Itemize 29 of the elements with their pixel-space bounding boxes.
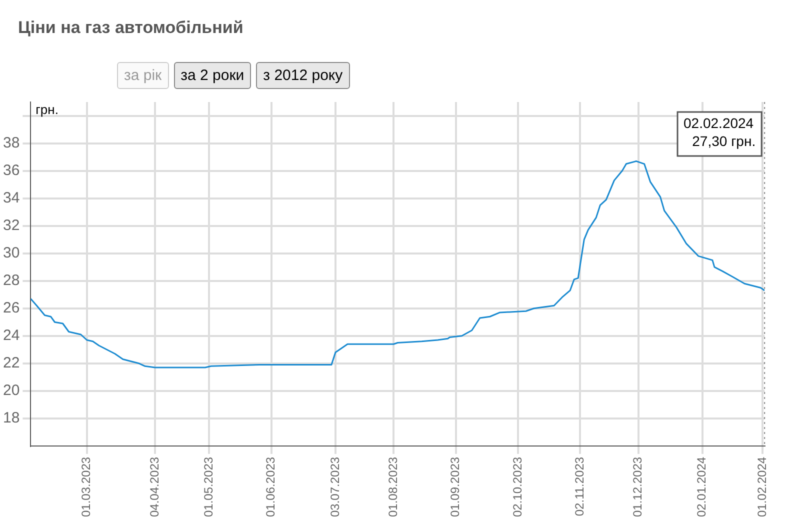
y-tick-label: 30	[2, 244, 20, 262]
y-tick-label: 24	[2, 327, 20, 344]
x-tick-label: 01.06.2023	[264, 456, 278, 518]
y-tick-label: 22	[2, 354, 20, 372]
y-tick-label: 20	[2, 382, 20, 400]
y-tick-label: 28	[2, 272, 20, 289]
x-tick-label: 01.08.2023	[386, 456, 400, 518]
y-tick-label: 32	[2, 216, 20, 234]
annotation: 02.02.2024 27,30 грн.	[684, 114, 756, 149]
x-tick-label: 02.11.2023	[572, 456, 586, 516]
y-tick-label: 34	[2, 189, 20, 206]
y-axis-title: грн.	[36, 102, 58, 118]
text: за 2 роки	[174, 62, 252, 89]
x-tick-label: 01.09.2023	[448, 456, 462, 518]
x-tick-label: 01.05.2023	[201, 456, 216, 518]
y-tick-label: 36	[2, 162, 20, 179]
y-tick-label: 26	[2, 300, 20, 317]
x-tick-label: 01.02.2024	[754, 456, 769, 518]
y-tick-label: 18	[2, 410, 20, 427]
x-tick-label: 01.12.2023	[630, 456, 645, 518]
chart-title: Ціни на газ автомобільний	[18, 18, 244, 38]
x-tick-label: 01.03.2023	[79, 456, 94, 518]
y-tick-label: 38	[2, 134, 20, 152]
text: за рік	[117, 62, 169, 89]
x-tick-label: 02.10.2023	[510, 456, 524, 518]
x-tick-label: 03.07.2023	[328, 456, 342, 518]
x-tick-label: 02.01.2024	[694, 456, 709, 518]
text: з 2012 року	[256, 62, 350, 89]
x-tick-label: 04.04.2023	[147, 456, 162, 518]
